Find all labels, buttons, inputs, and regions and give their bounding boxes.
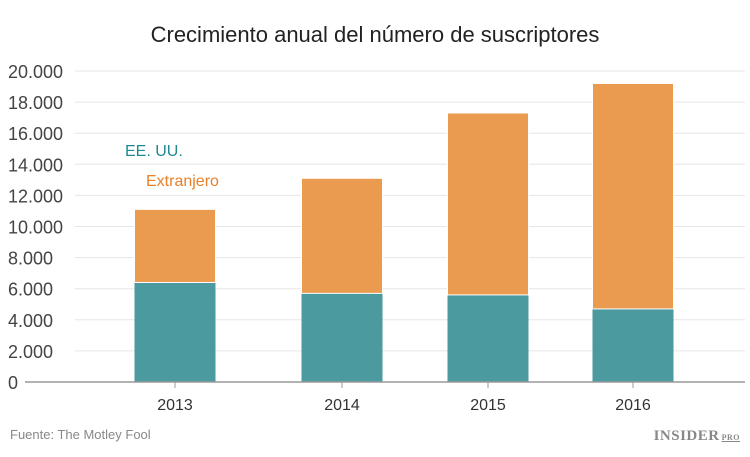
x-tick-label: 2015 xyxy=(470,397,506,414)
bar-ee-uu-2016 xyxy=(592,308,674,382)
y-tick-label: 12.000 xyxy=(8,186,63,206)
bar-chart: 0 2.000 4.000 6.000 8.000 10.000 12.000 14.000 1… xyxy=(8,62,745,414)
insider-pro-logo: INSIDER PRO xyxy=(653,428,740,444)
bar-ee-uu-2015 xyxy=(447,294,529,382)
legend-label-extranjero: Extranjero xyxy=(146,173,219,190)
y-tick-label: 18.000 xyxy=(8,93,63,113)
bar-ee-uu-2014 xyxy=(301,293,383,382)
x-tick-label: 2013 xyxy=(157,397,193,414)
legend-label-ee-uu: EE. UU. xyxy=(125,143,183,160)
y-tick-label: 20.000 xyxy=(8,62,63,82)
y-tick-label: 0 xyxy=(8,373,18,393)
y-tick-label: 2.000 xyxy=(8,342,53,362)
y-tick-label: 16.000 xyxy=(8,124,63,144)
chart-title: Crecimiento anual del número de suscript… xyxy=(150,22,600,47)
bar-extranjero-2014 xyxy=(301,177,383,294)
y-tick-label: 10.000 xyxy=(8,218,63,238)
source-note: Fuente: The Motley Fool xyxy=(10,427,151,442)
x-tick-label: 2014 xyxy=(324,397,360,414)
bar-extranjero-2015 xyxy=(447,112,529,296)
bar-extranjero-2016 xyxy=(592,82,674,310)
y-tick-label: 6.000 xyxy=(8,280,53,300)
y-tick-label: 4.000 xyxy=(8,311,53,331)
y-tick-label: 8.000 xyxy=(8,249,53,269)
x-tick-label: 2016 xyxy=(615,397,651,414)
bar-extranjero-2013 xyxy=(134,208,216,283)
y-tick-label: 14.000 xyxy=(8,155,63,175)
bar-ee-uu-2013 xyxy=(134,282,216,382)
